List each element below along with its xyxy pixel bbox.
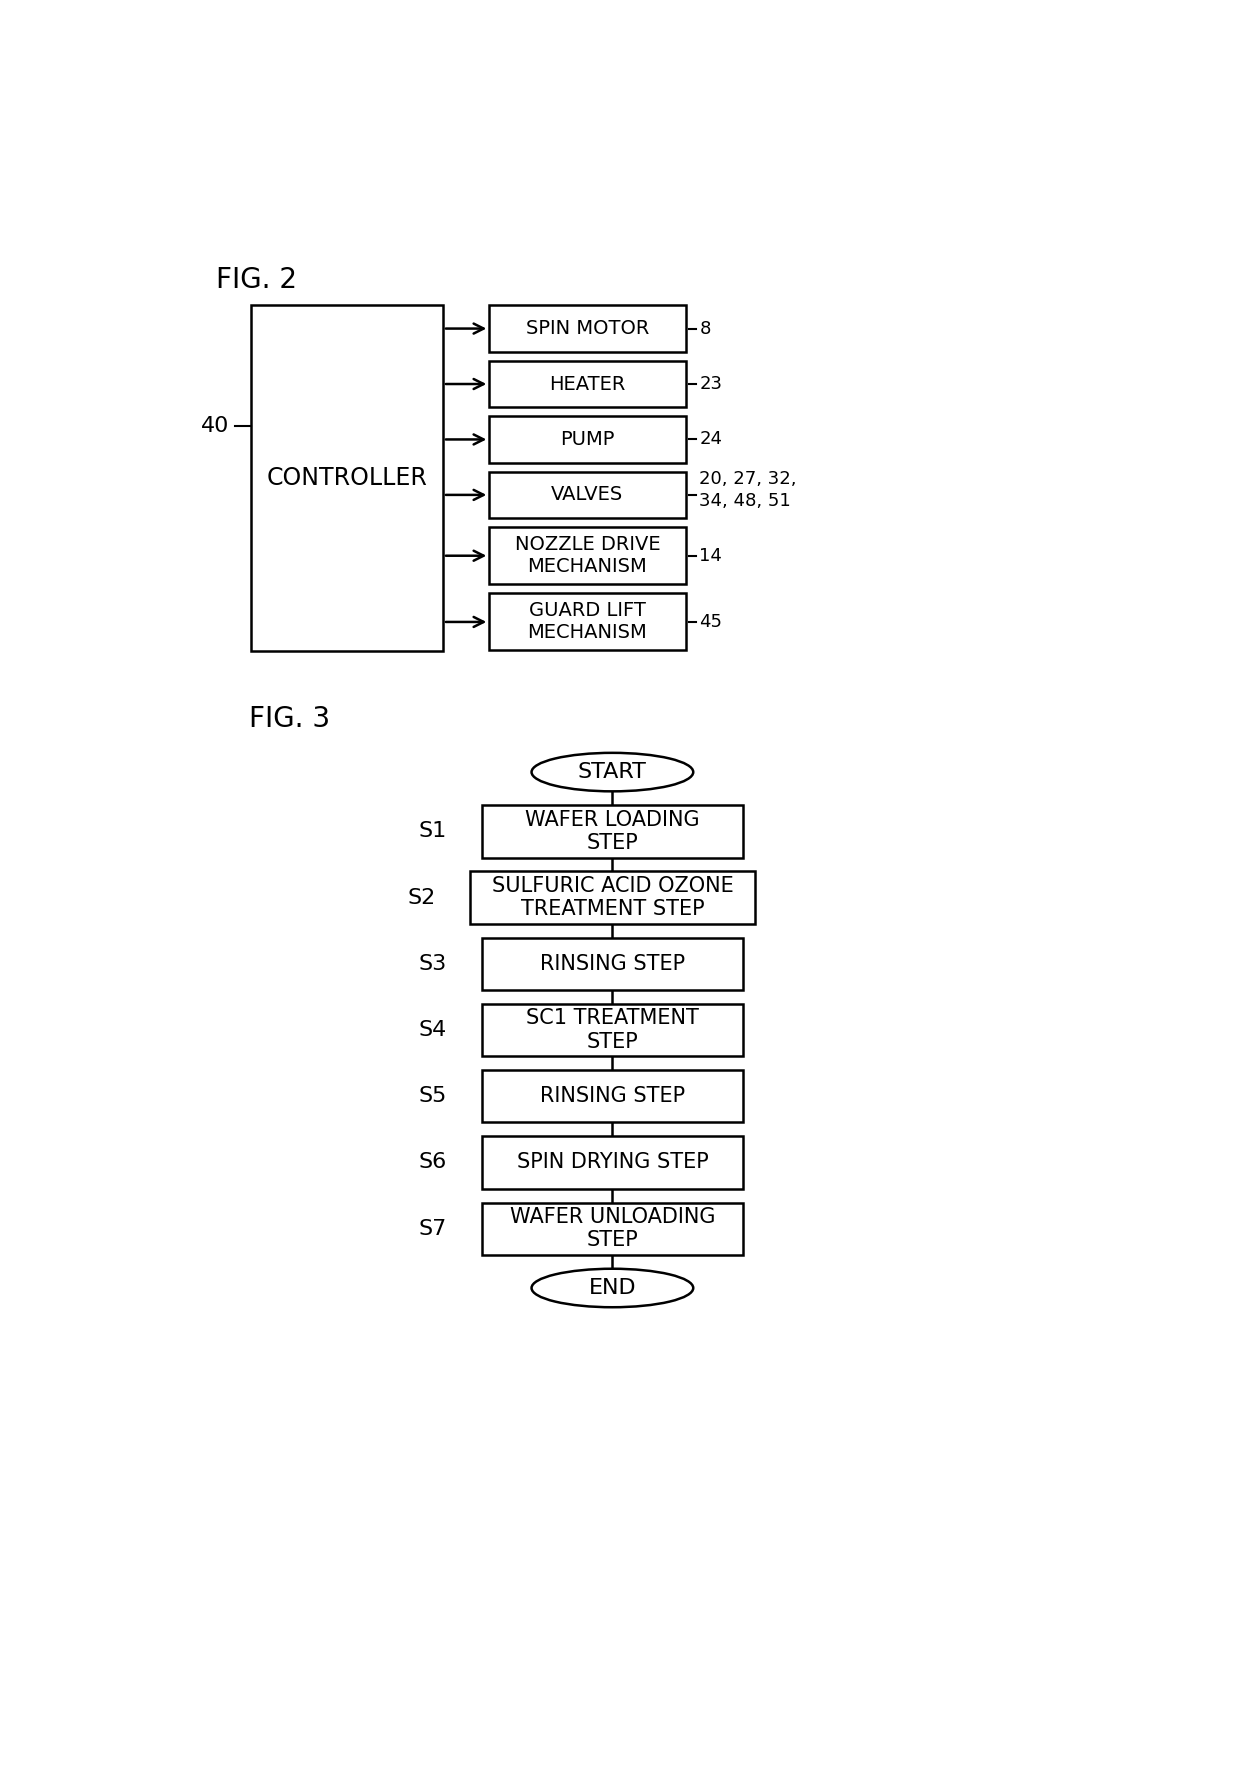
- Text: RINSING STEP: RINSING STEP: [539, 1087, 684, 1107]
- Text: S4: S4: [419, 1019, 446, 1041]
- Ellipse shape: [532, 1269, 693, 1308]
- Text: FIG. 2: FIG. 2: [216, 266, 296, 294]
- Bar: [490, 593, 686, 650]
- Bar: [490, 527, 686, 584]
- Bar: [490, 305, 686, 351]
- Text: S1: S1: [419, 822, 446, 841]
- Bar: [481, 937, 743, 991]
- Text: PUMP: PUMP: [560, 429, 615, 449]
- Text: FIG. 3: FIG. 3: [249, 706, 330, 732]
- Text: S6: S6: [419, 1153, 446, 1173]
- Text: S3: S3: [419, 953, 446, 973]
- Text: S5: S5: [418, 1087, 446, 1107]
- Text: SPIN MOTOR: SPIN MOTOR: [526, 319, 649, 339]
- Bar: [481, 1137, 743, 1189]
- Text: SULFURIC ACID OZONE
TREATMENT STEP: SULFURIC ACID OZONE TREATMENT STEP: [491, 877, 733, 920]
- Text: GUARD LIFT
MECHANISM: GUARD LIFT MECHANISM: [527, 602, 647, 643]
- Ellipse shape: [532, 752, 693, 791]
- Text: 8: 8: [699, 319, 711, 337]
- Text: SPIN DRYING STEP: SPIN DRYING STEP: [517, 1153, 708, 1173]
- Text: 14: 14: [699, 547, 722, 565]
- Text: END: END: [589, 1278, 636, 1297]
- Bar: [250, 305, 443, 650]
- Text: WAFER LOADING
STEP: WAFER LOADING STEP: [525, 809, 699, 854]
- Bar: [481, 1003, 743, 1057]
- Text: 23: 23: [699, 374, 723, 394]
- Text: 45: 45: [699, 613, 723, 631]
- Bar: [470, 871, 755, 923]
- Text: START: START: [578, 763, 647, 782]
- Bar: [481, 1203, 743, 1255]
- Text: S2: S2: [407, 887, 435, 907]
- Bar: [490, 472, 686, 519]
- Text: SC1 TREATMENT
STEP: SC1 TREATMENT STEP: [526, 1009, 699, 1051]
- Text: VALVES: VALVES: [552, 485, 624, 504]
- Bar: [490, 417, 686, 463]
- Text: RINSING STEP: RINSING STEP: [539, 953, 684, 973]
- Text: S7: S7: [419, 1219, 446, 1238]
- Bar: [481, 1069, 743, 1123]
- Text: 20, 27, 32,
34, 48, 51: 20, 27, 32, 34, 48, 51: [699, 470, 797, 510]
- Text: HEATER: HEATER: [549, 374, 625, 394]
- Bar: [490, 362, 686, 406]
- Bar: [481, 805, 743, 857]
- Text: NOZZLE DRIVE
MECHANISM: NOZZLE DRIVE MECHANISM: [515, 535, 660, 576]
- Text: 24: 24: [699, 431, 723, 449]
- Text: CONTROLLER: CONTROLLER: [267, 465, 428, 490]
- Text: WAFER UNLOADING
STEP: WAFER UNLOADING STEP: [510, 1206, 715, 1251]
- Text: 40: 40: [201, 415, 229, 437]
